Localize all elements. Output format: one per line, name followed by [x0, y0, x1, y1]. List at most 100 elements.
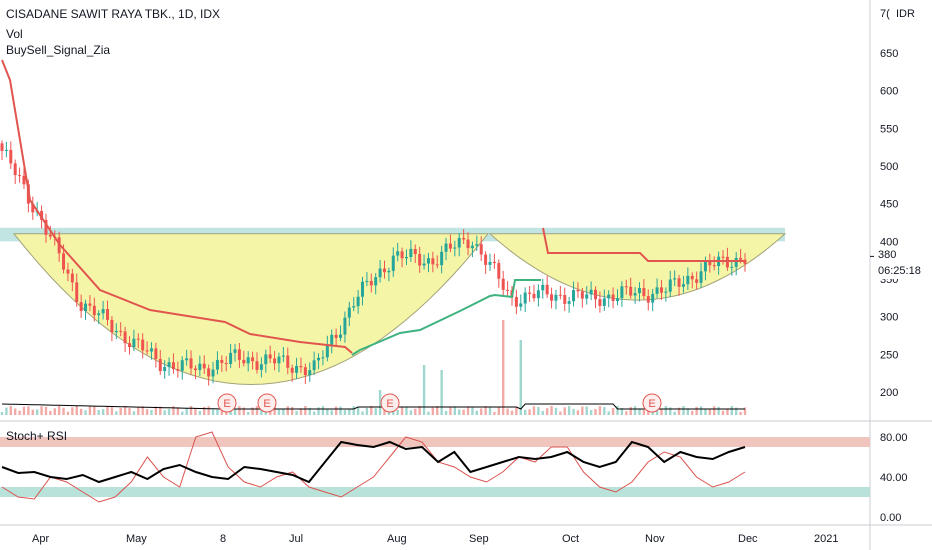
- volume-bar: [528, 409, 531, 415]
- volume-bar: [66, 411, 70, 415]
- stoch-k-line: [1, 440, 746, 484]
- volume-bar: [84, 410, 87, 415]
- volume-bar: [97, 410, 100, 415]
- candle-body: [382, 268, 386, 273]
- volume-bar: [181, 411, 184, 415]
- candle-body: [497, 263, 501, 279]
- volume-bar: [396, 409, 399, 415]
- candle-body: [286, 355, 290, 368]
- candle-body: [624, 286, 628, 288]
- candles-layer: [0, 140, 747, 386]
- signal-indicator-label[interactable]: BuySell_Signal_Zia: [6, 43, 111, 57]
- candle-body: [440, 251, 444, 266]
- candle-body: [404, 257, 408, 259]
- volume-bar: [378, 390, 382, 415]
- candle-body: [229, 352, 233, 364]
- volume-bar: [334, 406, 338, 415]
- candle-body: [444, 243, 448, 252]
- volume-bar: [466, 406, 470, 415]
- candle-body: [598, 299, 602, 306]
- volume-bar: [554, 407, 558, 415]
- volume-bar: [264, 410, 267, 415]
- volume-bar: [273, 406, 276, 415]
- candle-body: [413, 248, 417, 255]
- volume-bar: [40, 406, 43, 415]
- candle-body: [207, 368, 211, 377]
- candle-body: [167, 362, 171, 368]
- candle-body: [646, 296, 650, 303]
- stoch-indicator-label[interactable]: Stoch+ RSI: [6, 429, 68, 443]
- price-tick-label: 200: [880, 387, 898, 399]
- candle-body: [725, 256, 729, 268]
- volume-bar: [572, 408, 575, 415]
- candle-body: [312, 360, 316, 371]
- volume-bar: [163, 410, 166, 415]
- pane-settings-corner[interactable]: [861, 4, 877, 18]
- candle-body: [97, 313, 101, 316]
- candle-body: [22, 175, 26, 185]
- candle-body: [299, 365, 303, 368]
- candle-body: [202, 363, 206, 369]
- price-pane[interactable]: [0, 0, 870, 418]
- candle-body: [712, 265, 716, 267]
- volume-bar: [550, 406, 553, 415]
- volume-bar: [290, 406, 294, 415]
- volume-bar: [211, 409, 215, 415]
- volume-bar: [339, 406, 342, 415]
- time-tick-label: Dec: [738, 533, 758, 545]
- time-tick-label: Aug: [387, 533, 407, 545]
- volume-bar: [743, 407, 747, 415]
- volume-bar: [145, 409, 149, 415]
- chart-resize-corner[interactable]: [861, 534, 877, 548]
- candle-body: [690, 275, 694, 280]
- vol-indicator-label[interactable]: Vol: [6, 27, 23, 41]
- volume-bar: [730, 406, 734, 415]
- volume-bar: [515, 406, 518, 415]
- candle-body: [620, 286, 624, 299]
- signal-lines-layer: [1, 59, 745, 356]
- candle-body: [154, 348, 158, 360]
- candle-body: [75, 282, 79, 303]
- volume-bar: [304, 406, 307, 415]
- volume-bar: [677, 407, 681, 415]
- candle-body: [290, 367, 294, 373]
- candle-body: [558, 294, 562, 296]
- volume-bar: [708, 409, 712, 415]
- candle-body: [88, 303, 92, 306]
- candle-body: [448, 243, 452, 249]
- volume-bar: [317, 407, 320, 415]
- candle-body: [734, 257, 738, 267]
- volume-bar: [414, 408, 417, 415]
- candle-body: [242, 359, 246, 364]
- stoch-tick-label: 40.00: [880, 472, 908, 484]
- price-tick-label: 650: [880, 48, 898, 60]
- volume-bar: [625, 411, 628, 415]
- candle-body: [686, 275, 690, 285]
- volume-bar: [321, 406, 325, 415]
- time-tick-label: Sep: [469, 533, 489, 545]
- candle-body: [576, 290, 580, 292]
- candle-body: [541, 284, 545, 291]
- volume-bar: [159, 406, 162, 415]
- candle-body: [48, 234, 52, 237]
- candle-body: [251, 357, 255, 362]
- candle-body: [180, 360, 184, 371]
- volume-bar: [453, 406, 457, 415]
- volume-bar: [405, 406, 408, 415]
- candle-body: [220, 359, 224, 364]
- volume-bar: [194, 408, 197, 415]
- volume-bar: [277, 409, 281, 415]
- volume-bar: [427, 411, 430, 415]
- volume-bar: [119, 407, 122, 415]
- volume-bar: [31, 409, 34, 415]
- volume-bar: [27, 406, 30, 415]
- volume-bar: [739, 411, 742, 415]
- volume-bar: [471, 406, 474, 415]
- volume-bar: [545, 408, 549, 415]
- volume-bar: [629, 407, 632, 415]
- volume-bar: [537, 406, 540, 415]
- volume-bar: [167, 408, 171, 415]
- candle-body: [62, 253, 66, 270]
- volume-bar: [295, 411, 298, 415]
